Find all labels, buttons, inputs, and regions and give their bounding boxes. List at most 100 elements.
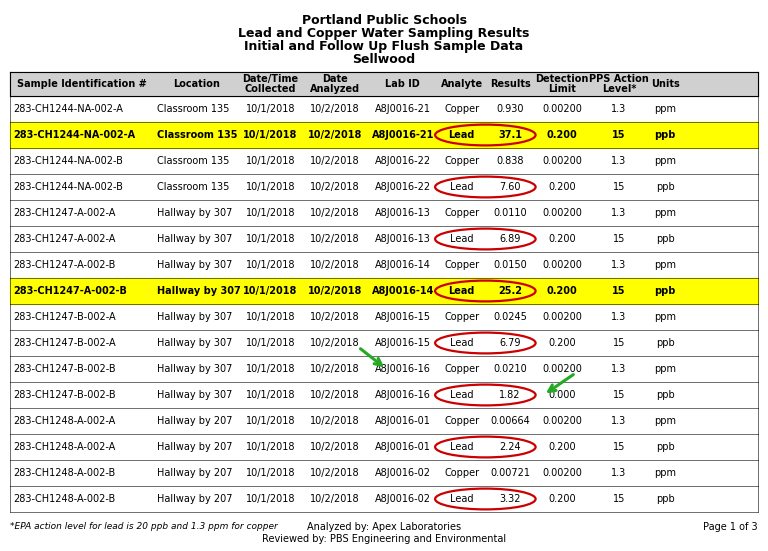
Text: Lead: Lead xyxy=(450,338,474,348)
Text: 10/1/2018: 10/1/2018 xyxy=(246,494,295,504)
Text: 1.3: 1.3 xyxy=(611,208,627,218)
Text: A8J0016-15: A8J0016-15 xyxy=(375,338,431,348)
Text: 1.3: 1.3 xyxy=(611,468,627,478)
Text: 0.00200: 0.00200 xyxy=(542,416,582,426)
Text: A8J0016-22: A8J0016-22 xyxy=(375,182,431,192)
Text: Hallway by 207: Hallway by 207 xyxy=(157,468,232,478)
Text: Lead and Copper Water Sampling Results: Lead and Copper Water Sampling Results xyxy=(238,27,530,40)
Text: Lead: Lead xyxy=(450,182,474,192)
Text: Hallway by 207: Hallway by 207 xyxy=(157,442,232,452)
Text: *EPA action level for lead is 20 ppb and 1.3 ppm for copper: *EPA action level for lead is 20 ppb and… xyxy=(10,522,278,531)
Text: ppm: ppm xyxy=(654,208,677,218)
Text: Portland Public Schools: Portland Public Schools xyxy=(302,14,466,27)
Text: Copper: Copper xyxy=(444,364,479,374)
Text: Hallway by 307: Hallway by 307 xyxy=(157,234,232,244)
Text: 10/2/2018: 10/2/2018 xyxy=(310,156,359,166)
Text: 0.0210: 0.0210 xyxy=(493,364,527,374)
Bar xyxy=(10,72,758,96)
Text: ppb: ppb xyxy=(656,390,674,400)
Text: A8J0016-14: A8J0016-14 xyxy=(375,260,431,270)
Text: 283-CH1247-A-002-B: 283-CH1247-A-002-B xyxy=(13,260,115,270)
Text: A8J0016-01: A8J0016-01 xyxy=(375,416,431,426)
Text: 10/2/2018: 10/2/2018 xyxy=(310,390,359,400)
Text: 0.200: 0.200 xyxy=(548,338,576,348)
Text: 25.2: 25.2 xyxy=(498,286,522,296)
Text: PPS Action
Level*: PPS Action Level* xyxy=(589,74,649,94)
Text: 37.1: 37.1 xyxy=(498,130,522,140)
Text: Hallway by 307: Hallway by 307 xyxy=(157,338,232,348)
Text: 1.3: 1.3 xyxy=(611,416,627,426)
Text: 10/2/2018: 10/2/2018 xyxy=(310,494,359,504)
Text: Copper: Copper xyxy=(444,104,479,114)
Text: 15: 15 xyxy=(612,130,626,140)
Text: 283-CH1244-NA-002-A: 283-CH1244-NA-002-A xyxy=(13,130,135,140)
Text: 1.3: 1.3 xyxy=(611,260,627,270)
Text: 0.00200: 0.00200 xyxy=(542,156,582,166)
Text: Sellwood: Sellwood xyxy=(353,53,415,66)
Text: Reviewed by: PBS Engineering and Environmental: Reviewed by: PBS Engineering and Environ… xyxy=(262,534,506,544)
Text: 10/1/2018: 10/1/2018 xyxy=(246,390,295,400)
Text: Classroom 135: Classroom 135 xyxy=(157,130,237,140)
Text: Lab ID: Lab ID xyxy=(386,79,420,89)
Text: 10/2/2018: 10/2/2018 xyxy=(310,312,359,322)
Text: Analyzed by: Apex Laboratories: Analyzed by: Apex Laboratories xyxy=(307,522,461,532)
Text: 0.930: 0.930 xyxy=(496,104,524,114)
Text: 283-CH1247-A-002-B: 283-CH1247-A-002-B xyxy=(13,286,127,296)
Text: Lead: Lead xyxy=(449,286,475,296)
Text: 10/2/2018: 10/2/2018 xyxy=(307,286,362,296)
Text: Classroom 135: Classroom 135 xyxy=(157,182,229,192)
Text: Analyte: Analyte xyxy=(441,79,483,89)
Text: Results: Results xyxy=(490,79,531,89)
Text: Sample Identification #: Sample Identification # xyxy=(17,79,147,89)
Text: ppm: ppm xyxy=(654,156,677,166)
Text: 0.200: 0.200 xyxy=(547,130,578,140)
Text: Units: Units xyxy=(650,79,680,89)
Text: 0.838: 0.838 xyxy=(496,156,524,166)
Text: A8J0016-02: A8J0016-02 xyxy=(375,494,431,504)
Text: ppm: ppm xyxy=(654,416,677,426)
Text: 283-CH1244-NA-002-A: 283-CH1244-NA-002-A xyxy=(13,104,123,114)
Text: Hallway by 307: Hallway by 307 xyxy=(157,364,232,374)
Text: 10/1/2018: 10/1/2018 xyxy=(243,130,297,140)
Text: Lead: Lead xyxy=(449,130,475,140)
Text: 1.3: 1.3 xyxy=(611,104,627,114)
Text: 10/1/2018: 10/1/2018 xyxy=(246,156,295,166)
Text: 283-CH1244-NA-002-B: 283-CH1244-NA-002-B xyxy=(13,182,123,192)
Text: A8J0016-16: A8J0016-16 xyxy=(375,390,431,400)
Text: 10/1/2018: 10/1/2018 xyxy=(246,260,295,270)
Text: 283-CH1248-A-002-B: 283-CH1248-A-002-B xyxy=(13,468,115,478)
Text: 0.200: 0.200 xyxy=(548,182,576,192)
Text: ppb: ppb xyxy=(654,286,676,296)
Text: 7.60: 7.60 xyxy=(499,182,521,192)
Text: 0.00200: 0.00200 xyxy=(542,260,582,270)
Text: 283-CH1247-B-002-B: 283-CH1247-B-002-B xyxy=(13,364,116,374)
Text: 0.0245: 0.0245 xyxy=(493,312,527,322)
Text: 15: 15 xyxy=(613,494,625,504)
Text: 10/2/2018: 10/2/2018 xyxy=(310,416,359,426)
Text: A8J0016-16: A8J0016-16 xyxy=(375,364,431,374)
Text: 283-CH1247-A-002-A: 283-CH1247-A-002-A xyxy=(13,234,115,244)
Text: 10/1/2018: 10/1/2018 xyxy=(246,442,295,452)
Text: A8J0016-15: A8J0016-15 xyxy=(375,312,431,322)
Text: 0.000: 0.000 xyxy=(548,390,576,400)
Text: 0.200: 0.200 xyxy=(548,234,576,244)
Text: Lead: Lead xyxy=(450,234,474,244)
Text: Initial and Follow Up Flush Sample Data: Initial and Follow Up Flush Sample Data xyxy=(244,40,524,53)
Text: 1.3: 1.3 xyxy=(611,156,627,166)
Text: 0.00200: 0.00200 xyxy=(542,468,582,478)
Text: 10/1/2018: 10/1/2018 xyxy=(246,338,295,348)
Text: 6.79: 6.79 xyxy=(499,338,521,348)
Text: A8J0016-02: A8J0016-02 xyxy=(375,468,431,478)
Text: 1.82: 1.82 xyxy=(499,390,521,400)
Text: 15: 15 xyxy=(613,182,625,192)
Text: 15: 15 xyxy=(613,338,625,348)
Text: A8J0016-21: A8J0016-21 xyxy=(375,104,431,114)
Text: 10/2/2018: 10/2/2018 xyxy=(310,104,359,114)
Text: 283-CH1247-B-002-A: 283-CH1247-B-002-A xyxy=(13,338,116,348)
Text: 10/2/2018: 10/2/2018 xyxy=(310,338,359,348)
Text: 0.00200: 0.00200 xyxy=(542,312,582,322)
Text: ppb: ppb xyxy=(656,182,674,192)
Bar xyxy=(10,278,758,304)
Text: 3.32: 3.32 xyxy=(499,494,521,504)
Text: 283-CH1247-B-002-A: 283-CH1247-B-002-A xyxy=(13,312,116,322)
